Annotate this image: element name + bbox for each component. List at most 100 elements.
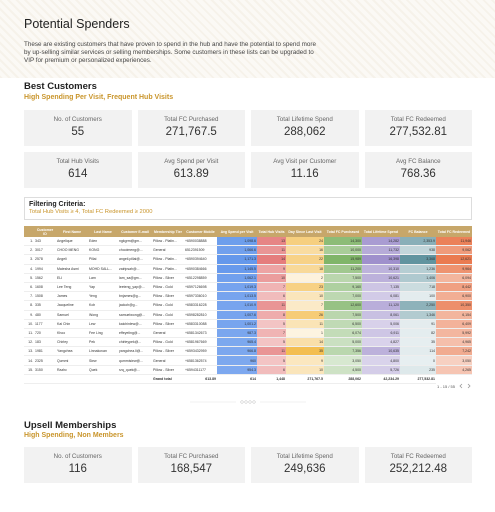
table-row: 10. 1177 Kai Chin Lew kaichinlew@... Pillow -… — [24, 319, 472, 329]
table-cell: 3,368 — [400, 254, 436, 265]
table-cell: 18 — [286, 264, 324, 274]
section-title: Best Customers — [24, 81, 97, 92]
header-cell: First Name — [56, 226, 88, 237]
table-cell: 1,019.3 — [217, 282, 257, 293]
kpi-label: Avg Visit per Customer — [273, 158, 337, 165]
header-cell: Avg Spend per Visit — [217, 226, 257, 237]
table-cell: Jacqueline — [56, 300, 88, 311]
next-page[interactable] — [467, 383, 471, 389]
table-cell: 24 — [286, 237, 324, 247]
table-cell: 14. — [24, 355, 34, 366]
table-cell: Pillow - Gold — [152, 337, 184, 348]
table-cell: 2,353.9 — [400, 237, 436, 247]
kpi-card: No. of Customers 116 — [24, 447, 132, 483]
table-cell: 10,310 — [362, 264, 400, 274]
table-cell: 14 — [286, 337, 324, 348]
table-cell: Samuel — [56, 310, 88, 320]
table-cell: 10. — [24, 319, 34, 329]
table-cell: 10 — [286, 291, 324, 302]
table-cell: jackoh@g... — [118, 300, 152, 311]
kpi-label: Total FC Purchased — [164, 116, 219, 123]
table-cell: 4,965 — [436, 337, 472, 348]
table-cell: 1608 — [34, 282, 56, 293]
pagination: 1 - 15 / 55 — [436, 384, 455, 389]
table-cell: 13 — [257, 237, 286, 247]
table-cell: +6594311177 — [184, 365, 217, 375]
total-cell: 614 — [217, 373, 257, 385]
header-cell: Total Lifetime Spend — [362, 226, 400, 237]
total-cell: 1,448 — [257, 373, 286, 385]
table-row: 11. 720 Khoo Fee Ling effeyeling@... General +… — [24, 328, 472, 339]
total-cell: 271,767.5 — [286, 373, 324, 385]
table-cell: 7,000 — [324, 291, 362, 302]
pager-arrows[interactable] — [457, 382, 473, 390]
table-cell: 1,013.5 — [217, 291, 257, 302]
table-cell: +6512298859 — [184, 273, 217, 283]
table-cell: Pillow - Platin... — [152, 237, 184, 247]
table-cell: 10 — [286, 365, 324, 375]
kpi-label: Avg Spend per Visit — [164, 158, 219, 165]
table-cell: samuelwong@... — [118, 310, 152, 320]
kpi-label: No. of Customers — [53, 116, 102, 123]
table-cell: Razhc — [56, 365, 88, 375]
prev-page[interactable] — [459, 383, 463, 389]
kpi-value: 11.16 — [290, 168, 319, 180]
header-cell: Total FC Redeemed — [436, 226, 472, 237]
table-cell: 183 — [34, 337, 56, 348]
table-row: 5. 1562 ELI Lam lam_sa@gm... Pillow - Silver +… — [24, 273, 472, 283]
table-cell: General — [152, 328, 184, 339]
table-cell: 11 — [257, 300, 286, 311]
table-cell: Yeng — [88, 291, 118, 302]
table-cell: 720 — [34, 328, 56, 339]
kpi-card: Avg Visit per Customer 11.16 — [251, 152, 359, 188]
header-cell — [24, 226, 34, 237]
table-cell: yangchea.li@... — [118, 346, 152, 357]
table-row: 1. 343 Angelique Eden ngkgrm@gm... Pillow - P… — [24, 237, 472, 247]
table-cell: 4,500 — [324, 365, 362, 375]
table-cell: +6590038888 — [184, 237, 217, 247]
kpi-card: Total FC Purchased 168,547 — [137, 447, 245, 483]
table-row: 2. 3017 CHOO MENG KONG chooimeng@... General 6… — [24, 245, 472, 256]
table-cell: 4,800 — [362, 355, 400, 366]
table-cell: 938 — [400, 245, 436, 256]
kpi-card: Total Hub Visits 614 — [24, 152, 132, 188]
kpi-value: 614 — [68, 168, 88, 180]
kpi-label: Total FC Redeemed — [390, 116, 446, 123]
table-cell: Pillow - Gold — [152, 310, 184, 320]
kpi-card: Total FC Purchased 271,767.5 — [137, 110, 245, 146]
table-cell: 9. — [24, 310, 34, 320]
table-cell: 11. — [24, 328, 34, 339]
table-cell: 5,992 — [436, 328, 472, 339]
table-cell: +6581342673 — [184, 328, 217, 339]
table-cell: 1562 — [34, 273, 56, 283]
table-cell: 5 — [257, 337, 286, 348]
table-row: 3. 2578 Angeli Pillai angeli.pillai@... Pillo… — [24, 254, 472, 265]
table-cell: 6 — [257, 365, 286, 375]
table-cell: General — [152, 245, 184, 256]
table-cell: 7,135 — [362, 282, 400, 293]
table-cell: Pillow - Silver — [152, 346, 184, 357]
kpi-card: Total FC Redeemed 252,212.48 — [364, 447, 472, 483]
total-cell: 277,532.81 — [400, 373, 436, 385]
table-cell: Pillow - Platin... — [152, 264, 184, 274]
table-cell — [118, 373, 152, 385]
table-cell: Angelique — [56, 237, 88, 247]
table-cell: 7 — [257, 282, 286, 293]
table-row: 12. 183 Chirley Pek chirleypek@... Pillow - G… — [24, 337, 472, 348]
kpi-value: 252,212.48 — [389, 463, 448, 475]
kpi-value: 288,062 — [283, 126, 326, 138]
table-cell: 6 — [257, 291, 286, 302]
table-cell: 7,500 — [324, 310, 362, 320]
table-cell: 14,282 — [362, 237, 400, 247]
table-cell: 8,061 — [362, 310, 400, 320]
table-cell: 6,154 — [436, 310, 472, 320]
filter-label: Filtering Criteria: — [29, 201, 86, 208]
table-cell: Pillai — [88, 254, 118, 265]
table-cell: Pillow - Platin... — [152, 254, 184, 265]
table-cell — [34, 373, 56, 385]
table-cell: James — [56, 291, 88, 302]
header-cell: Membership Tier — [152, 226, 184, 237]
table-cell: 2 — [286, 273, 324, 283]
table-cell: Qummi — [56, 355, 88, 366]
table-cell: 966.8 — [217, 346, 257, 357]
